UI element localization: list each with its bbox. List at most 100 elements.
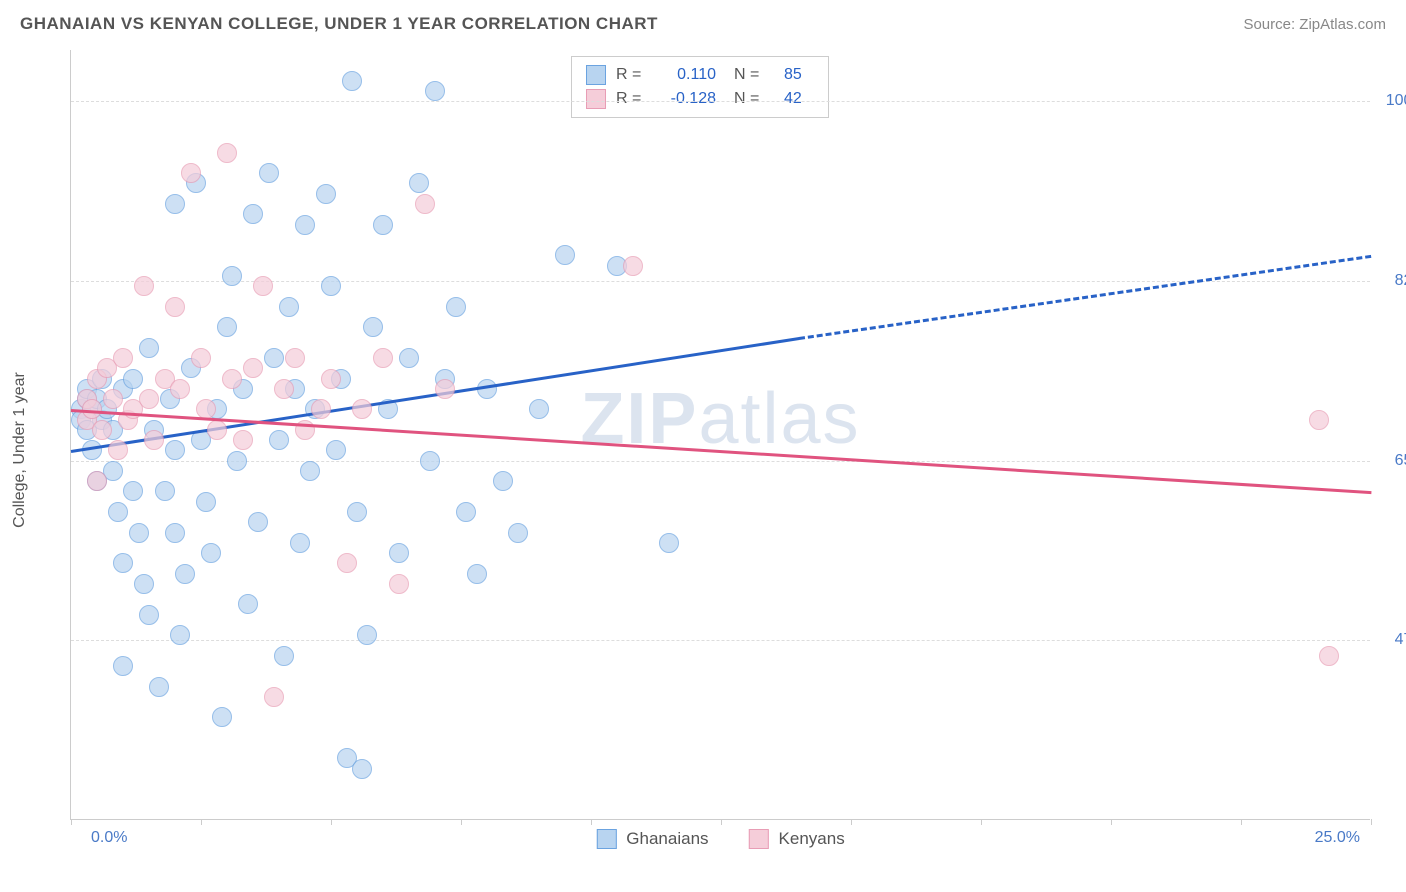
scatter-point bbox=[165, 440, 185, 460]
scatter-point bbox=[493, 471, 513, 491]
scatter-point bbox=[425, 81, 445, 101]
scatter-point bbox=[222, 369, 242, 389]
y-tick-label: 47.5% bbox=[1380, 631, 1406, 649]
scatter-point bbox=[123, 481, 143, 501]
scatter-point bbox=[134, 276, 154, 296]
series-name: Ghanaians bbox=[626, 829, 708, 849]
scatter-point bbox=[279, 297, 299, 317]
scatter-point bbox=[233, 430, 253, 450]
scatter-point bbox=[389, 543, 409, 563]
scatter-point bbox=[170, 625, 190, 645]
scatter-point bbox=[316, 184, 336, 204]
series-legend: Ghanaians Kenyans bbox=[596, 829, 844, 849]
scatter-point bbox=[295, 215, 315, 235]
scatter-point bbox=[243, 204, 263, 224]
source-attribution: Source: ZipAtlas.com bbox=[1243, 16, 1386, 33]
x-tick bbox=[591, 819, 592, 825]
scatter-point bbox=[212, 707, 232, 727]
x-tick bbox=[461, 819, 462, 825]
legend-n-value: 42 bbox=[784, 90, 814, 108]
x-tick bbox=[331, 819, 332, 825]
gridline-h bbox=[71, 640, 1370, 641]
scatter-point bbox=[274, 379, 294, 399]
x-tick bbox=[201, 819, 202, 825]
scatter-point bbox=[191, 348, 211, 368]
scatter-point bbox=[321, 369, 341, 389]
x-tick bbox=[1371, 819, 1372, 825]
scatter-point bbox=[123, 369, 143, 389]
legend-n-label: N = bbox=[734, 90, 774, 108]
legend-swatch bbox=[749, 829, 769, 849]
series-legend-item: Kenyans bbox=[749, 829, 845, 849]
scatter-point bbox=[435, 379, 455, 399]
scatter-point bbox=[217, 317, 237, 337]
scatter-point bbox=[352, 759, 372, 779]
scatter-point bbox=[139, 605, 159, 625]
scatter-point bbox=[1319, 646, 1339, 666]
scatter-point bbox=[113, 656, 133, 676]
scatter-point bbox=[326, 440, 346, 460]
scatter-point bbox=[139, 389, 159, 409]
scatter-point bbox=[623, 256, 643, 276]
scatter-point bbox=[269, 430, 289, 450]
gridline-h bbox=[71, 101, 1370, 102]
y-tick-label: 82.5% bbox=[1380, 272, 1406, 290]
x-tick bbox=[981, 819, 982, 825]
series-legend-item: Ghanaians bbox=[596, 829, 708, 849]
scatter-point bbox=[134, 574, 154, 594]
scatter-point bbox=[238, 594, 258, 614]
scatter-point bbox=[108, 502, 128, 522]
trend-line-dashed bbox=[799, 255, 1371, 340]
scatter-point bbox=[274, 646, 294, 666]
scatter-point bbox=[373, 348, 393, 368]
y-axis-title: College, Under 1 year bbox=[11, 372, 29, 528]
legend-r-value: 0.110 bbox=[656, 66, 716, 84]
scatter-point bbox=[357, 625, 377, 645]
legend-swatch bbox=[586, 65, 606, 85]
legend-row: R =-0.128N =42 bbox=[586, 87, 814, 111]
x-tick bbox=[1111, 819, 1112, 825]
y-tick-label: 100.0% bbox=[1380, 92, 1406, 110]
scatter-point bbox=[1309, 410, 1329, 430]
scatter-point bbox=[389, 574, 409, 594]
scatter-point bbox=[108, 440, 128, 460]
scatter-point bbox=[529, 399, 549, 419]
y-tick-label: 65.0% bbox=[1380, 452, 1406, 470]
scatter-point bbox=[420, 451, 440, 471]
scatter-point bbox=[373, 215, 393, 235]
scatter-point bbox=[555, 245, 575, 265]
chart-title: GHANAIAN VS KENYAN COLLEGE, UNDER 1 YEAR… bbox=[20, 14, 658, 34]
scatter-point bbox=[467, 564, 487, 584]
scatter-point bbox=[446, 297, 466, 317]
x-tick bbox=[851, 819, 852, 825]
series-name: Kenyans bbox=[779, 829, 845, 849]
scatter-point bbox=[342, 71, 362, 91]
scatter-point bbox=[165, 194, 185, 214]
scatter-point bbox=[201, 543, 221, 563]
scatter-point bbox=[337, 553, 357, 573]
scatter-point bbox=[363, 317, 383, 337]
scatter-point bbox=[155, 481, 175, 501]
scatter-point bbox=[311, 399, 331, 419]
scatter-point bbox=[222, 266, 242, 286]
correlation-legend: R =0.110N =85R =-0.128N =42 bbox=[571, 56, 829, 118]
scatter-point bbox=[129, 523, 149, 543]
scatter-point bbox=[264, 348, 284, 368]
legend-r-label: R = bbox=[616, 66, 646, 84]
scatter-point bbox=[456, 502, 476, 522]
scatter-point bbox=[259, 163, 279, 183]
scatter-point bbox=[227, 451, 247, 471]
legend-r-value: -0.128 bbox=[656, 90, 716, 108]
scatter-point bbox=[399, 348, 419, 368]
scatter-point bbox=[300, 461, 320, 481]
scatter-point bbox=[144, 430, 164, 450]
scatter-point bbox=[352, 399, 372, 419]
scatter-point bbox=[165, 523, 185, 543]
gridline-h bbox=[71, 461, 1370, 462]
scatter-point bbox=[87, 471, 107, 491]
scatter-point bbox=[113, 553, 133, 573]
scatter-point bbox=[248, 512, 268, 532]
scatter-point bbox=[508, 523, 528, 543]
legend-swatch bbox=[596, 829, 616, 849]
scatter-point bbox=[347, 502, 367, 522]
